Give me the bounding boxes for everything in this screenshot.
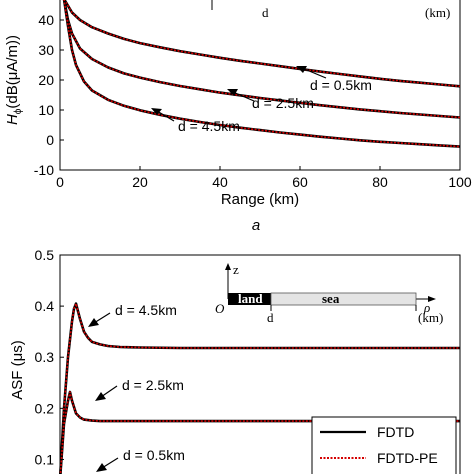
top-ytick-label: 20 [38,72,54,88]
top-ytick-label: 0 [46,132,54,148]
legend-label-fdtd: FDTD [377,424,414,440]
top-xtick-label: 100 [448,174,472,190]
inset-rho-label: ρ [423,300,430,315]
arrow-head [296,66,307,73]
arrow-line [93,312,111,324]
arrow-head [96,463,107,472]
top-inset: d (km) [211,0,450,20]
top-annotation-0.5: d = 0.5km [296,66,372,93]
top-annotation-4.5: d = 4.5km [151,108,240,134]
svg-text:Hϕ(dB(μA/m)): Hϕ(dB(μA/m)) [4,35,24,125]
bottom-annotation-0.5: d = 0.5km [96,447,185,472]
bottom-ytick-label: 0.4 [35,298,55,314]
top-xtick-label: 80 [372,174,388,190]
bottom-series-fdtdpe-1 [59,391,460,474]
top-xtick-label: 60 [292,174,308,190]
top-series-fdtdpe-2 [63,0,461,148]
panel-label-a: a [252,217,260,234]
top-xlabel: Range (km) [221,191,299,208]
legend: FDTD FDTD-PE [311,416,457,474]
top-series-fdtdpe-0 [63,0,461,88]
arrow-line [100,385,118,398]
top-xtick-label: 40 [212,174,228,190]
inset-d-label: d [267,310,274,325]
inset-z-label: z [233,262,239,277]
arrow-head [88,318,99,327]
legend-box [311,416,457,474]
top-ytick-label: 30 [38,42,54,58]
bottom-plot-frame [59,254,461,474]
bottom-annotation-4.5: d = 4.5km [88,302,177,327]
bottom-inset: z ρ O land sea d (km) [215,262,443,325]
top-ytick-label: -10 [34,162,54,178]
bottom-anno-2.5: d = 2.5km [122,377,184,393]
bottom-series-fdtdpe-0 [59,302,460,474]
top-series-fdtdpe-1 [63,0,461,119]
top-anno-2.5: d = 2.5km [252,95,314,111]
bottom-ytick-label: 0.1 [35,451,55,467]
arrow-head [95,392,106,401]
bottom-ytick-label: 0.5 [35,247,55,263]
legend-label-fdtdpe: FDTD-PE [377,450,438,466]
inset-km-label: (km) [418,310,443,325]
top-curves [62,0,461,148]
top-xtick-label: 20 [132,174,148,190]
inset-rho-arrowhead [428,296,436,302]
top-ylabel: Hϕ(dB(μA/m)) [4,35,24,125]
bottom-ytick-label: 0.3 [35,349,55,365]
top-ytick-label: 10 [38,102,54,118]
top-inset-d: d [262,5,269,20]
inset-land-small [228,293,234,305]
arrow-head [227,89,238,96]
arrow-head [151,108,162,115]
bottom-annotation-2.5: d = 2.5km [95,377,184,401]
top-xtick-label: 0 [56,174,64,190]
inset-z-arrowhead [225,263,231,270]
bottom-ylabel: ASF (μs) [9,340,26,399]
top-plot-frame [59,0,461,171]
arrow-line [232,91,255,102]
bottom-anno-4.5: d = 4.5km [115,302,177,318]
bottom-anno-0.5: d = 0.5km [123,447,185,463]
top-annotation-2.5: d = 2.5km [227,89,314,111]
bottom-curves [59,302,460,474]
arrow-line [101,457,119,469]
inset-origin-label: O [215,301,225,316]
top-anno-4.5: d = 4.5km [178,118,240,134]
inset-sea-label: sea [322,291,340,306]
top-inset-km: (km) [425,5,450,20]
inset-land-label: land [238,291,263,306]
arrow-line [301,67,327,79]
inset-sea-strip [270,292,417,306]
bottom-ytick-label: 0.2 [35,400,55,416]
top-ytick-label: 40 [38,12,54,28]
arrow-line [156,110,175,122]
bottom-ticks: 0.1 0.2 0.3 0.4 0.5 [35,247,64,467]
top-anno-0.5: d = 0.5km [310,77,372,93]
bottom-chart: 0.1 0.2 0.3 0.4 0.5 z ρ O land sea d (km) d … [9,247,461,474]
inset-land-strip [228,293,271,305]
